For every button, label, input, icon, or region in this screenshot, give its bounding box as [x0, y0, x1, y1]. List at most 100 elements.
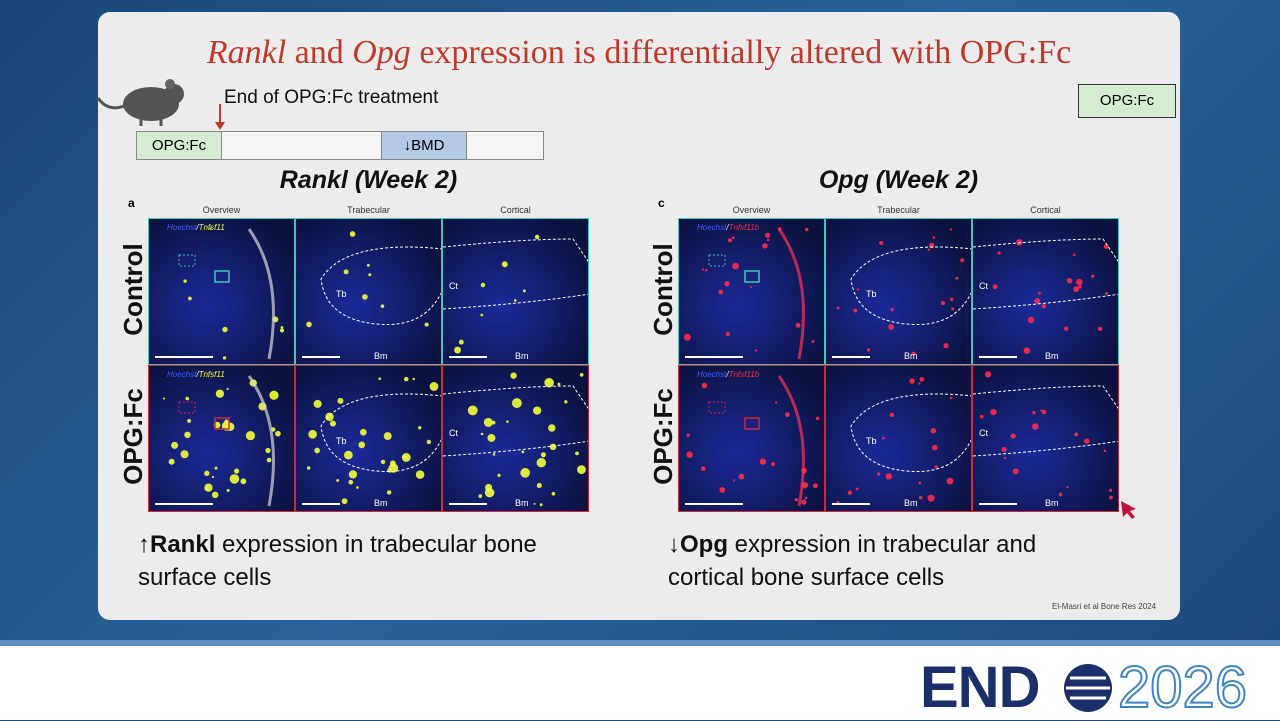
- signal-spot: [454, 346, 461, 354]
- micrograph-overlay: [683, 227, 815, 360]
- signal-spot: [885, 473, 892, 480]
- micrograph-overlay: [155, 375, 281, 507]
- region-label: Bm: [374, 498, 388, 508]
- region-label: Tb: [866, 289, 877, 299]
- signal-spot: [344, 450, 353, 460]
- signal-spot: [412, 377, 415, 381]
- mouse-icon: [96, 79, 184, 126]
- micrograph: Hoechst/Tnfsf11b: [678, 365, 825, 512]
- micrograph-overlay: [685, 375, 820, 507]
- signal-spot: [424, 322, 429, 327]
- signal-spot: [1063, 326, 1069, 331]
- signal-spot: [429, 382, 439, 391]
- signal-spot: [343, 269, 349, 275]
- signal-spot: [211, 475, 215, 479]
- signal-spot: [759, 458, 767, 465]
- signal-spot: [918, 495, 923, 500]
- signal-spot: [575, 451, 579, 456]
- signal-spot: [918, 481, 922, 485]
- signal-spot: [226, 388, 229, 391]
- signal-spot: [366, 263, 370, 267]
- title-gene: Opg: [352, 34, 411, 71]
- panel-letter: c: [658, 196, 665, 210]
- signal-spot: [985, 371, 992, 378]
- signal-spot: [949, 396, 953, 400]
- signal-spot: [497, 473, 501, 478]
- signal-spot: [204, 470, 210, 477]
- micrograph: Ct Bm: [442, 365, 589, 512]
- signal-spot: [522, 289, 526, 293]
- signal-spot: [732, 262, 739, 270]
- inset-box: [744, 270, 760, 283]
- signal-spot: [1078, 285, 1082, 289]
- column-header: Cortical: [500, 205, 531, 215]
- signal-spot: [727, 238, 733, 243]
- signal-spot: [280, 325, 284, 329]
- signal-spot: [534, 234, 540, 240]
- signal-spot: [313, 399, 322, 408]
- signal-spot: [1027, 316, 1035, 324]
- signal-spot: [501, 261, 508, 268]
- signal-spot: [467, 405, 478, 416]
- signal-spot: [187, 418, 192, 423]
- signal-spot: [168, 458, 175, 465]
- signal-spot: [1103, 244, 1109, 250]
- signal-spot: [184, 431, 191, 439]
- signal-spot: [383, 432, 392, 441]
- stain-separator: /: [196, 370, 199, 379]
- signal-spot: [733, 479, 736, 482]
- signal-spot: [306, 321, 312, 328]
- signal-spot: [701, 466, 706, 472]
- signal-spot: [564, 400, 568, 404]
- signal-spot: [577, 465, 586, 475]
- signal-spot: [325, 412, 334, 422]
- signal-spot: [951, 307, 955, 311]
- signal-spot: [719, 487, 726, 493]
- cortex-outline: [973, 238, 1118, 310]
- signal-spot: [222, 356, 227, 360]
- signal-spot: [943, 343, 949, 349]
- signal-spot: [927, 248, 931, 251]
- bone-outline: [777, 375, 805, 507]
- signal-spot: [389, 460, 396, 467]
- signal-spot: [362, 294, 368, 300]
- logo-word: END: [920, 655, 1040, 720]
- signal-spot: [836, 306, 840, 310]
- signal-spot: [1001, 446, 1007, 452]
- signal-spot: [704, 268, 708, 272]
- caption-gene: Opg: [680, 531, 728, 558]
- inset-box: [178, 401, 196, 414]
- signal-spot: [876, 472, 881, 476]
- signal-spot: [927, 494, 935, 502]
- signal-spot: [1066, 277, 1073, 284]
- signal-spot: [349, 231, 356, 237]
- signal-spot: [1066, 486, 1069, 489]
- region-label: Bm: [515, 351, 529, 361]
- timeline-bar: OPG:Fc ↓BMD: [136, 131, 544, 160]
- signal-spot: [765, 232, 771, 238]
- signal-spot: [725, 331, 731, 337]
- region-label: Bm: [904, 498, 918, 508]
- signal-spot: [762, 243, 768, 249]
- signal-spot: [544, 377, 554, 388]
- signal-spot: [1091, 274, 1095, 278]
- signal-spot: [932, 236, 936, 239]
- bone-outline: [247, 228, 275, 360]
- signal-spot: [540, 452, 546, 458]
- signal-spot: [520, 468, 530, 478]
- signal-spot: [341, 498, 348, 505]
- signal-spot: [749, 286, 752, 289]
- signal-spot: [940, 301, 945, 306]
- row-label: Control: [118, 243, 148, 336]
- trabecula-outline: [320, 393, 441, 473]
- signal-spot: [513, 299, 517, 302]
- caption-arrow: ↑: [138, 531, 150, 558]
- signal-spot: [946, 477, 954, 485]
- micrograph: Hoechst/Tnfsf11: [148, 365, 295, 512]
- signal-spot: [171, 441, 179, 449]
- micrograph: Hoechst/Tnfsf11b: [678, 218, 825, 365]
- trabecula-outline: [850, 393, 971, 473]
- signal-spot: [329, 420, 336, 427]
- signal-spot: [804, 227, 809, 232]
- signal-spot: [1010, 433, 1016, 439]
